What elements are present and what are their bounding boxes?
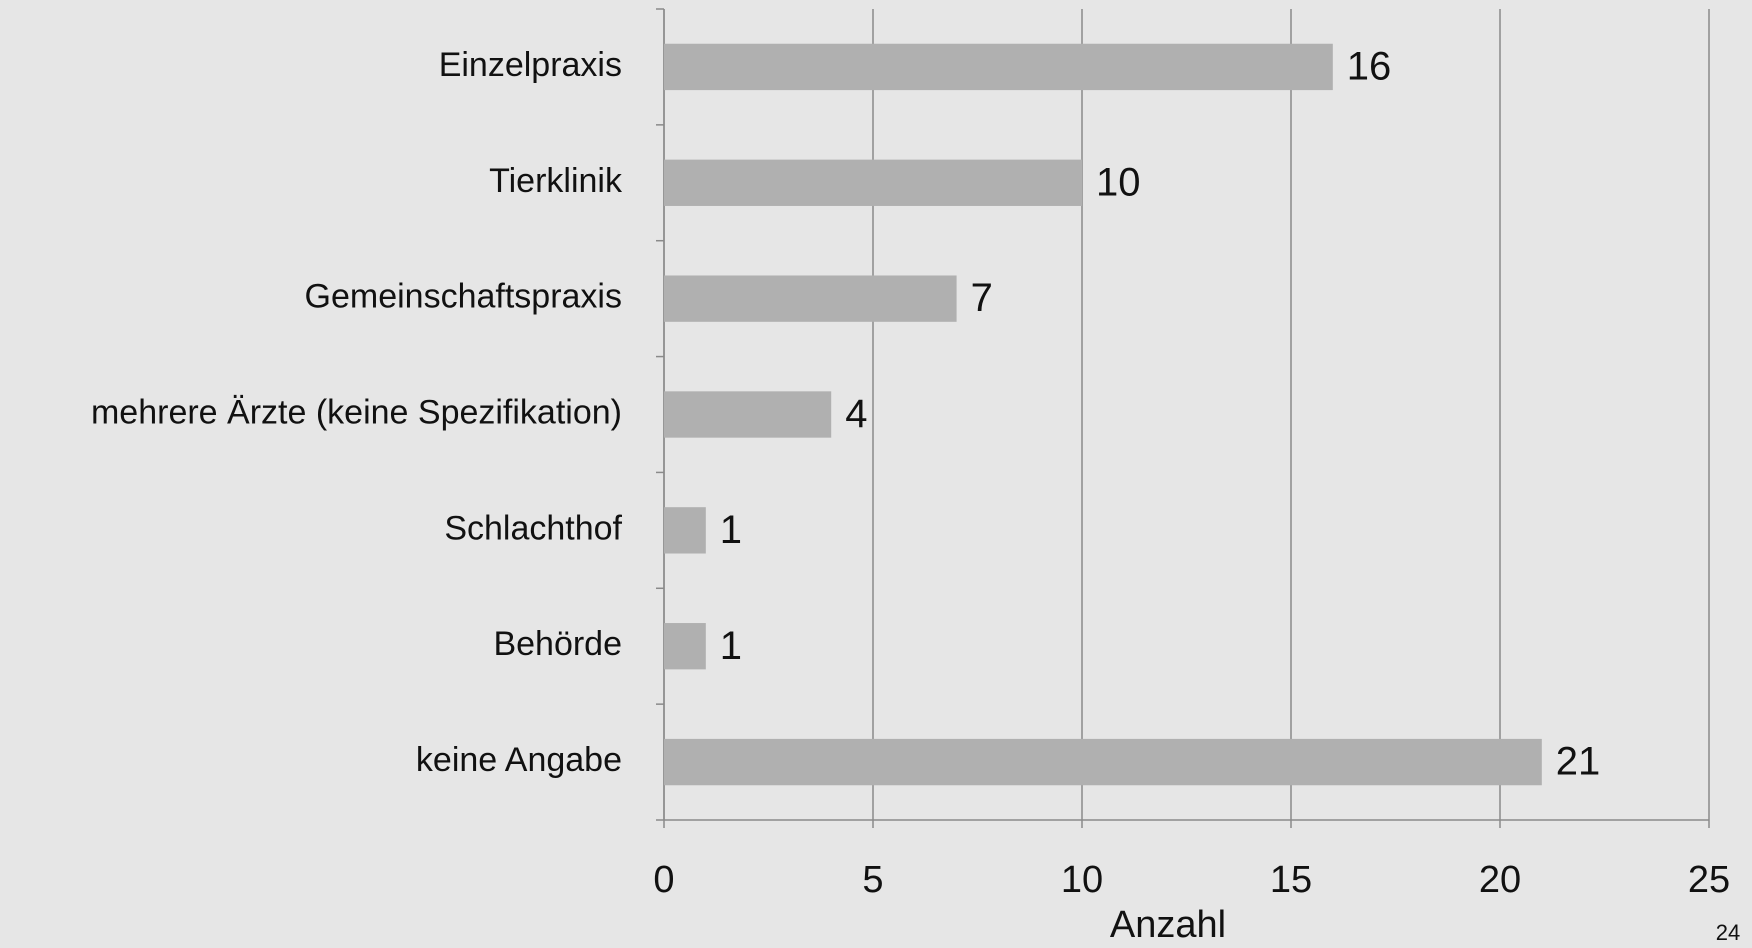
bar bbox=[664, 391, 832, 438]
data-label: 7 bbox=[971, 276, 993, 320]
data-label: 1 bbox=[720, 508, 742, 552]
data-label: 21 bbox=[1556, 740, 1601, 784]
y-tick-label: Gemeinschaftspraxis bbox=[305, 278, 622, 316]
bar bbox=[664, 623, 706, 670]
data-label: 4 bbox=[845, 392, 867, 436]
x-tick-label: 5 bbox=[862, 859, 883, 901]
bar bbox=[664, 275, 957, 322]
x-tick-label: 15 bbox=[1270, 859, 1312, 901]
y-tick-label: keine Angabe bbox=[416, 741, 622, 779]
bar bbox=[664, 43, 1333, 91]
x-tick-label: 20 bbox=[1479, 859, 1521, 901]
x-tick-label: 25 bbox=[1688, 859, 1730, 901]
x-tick-label: 0 bbox=[653, 859, 674, 901]
y-tick-label: Einzelpraxis bbox=[439, 46, 622, 84]
y-tick-label: Behörde bbox=[493, 625, 622, 663]
bar bbox=[664, 507, 706, 554]
x-tick-label: 10 bbox=[1061, 859, 1103, 901]
data-label: 10 bbox=[1096, 160, 1141, 204]
bar bbox=[664, 738, 1542, 786]
data-label: 1 bbox=[720, 624, 742, 668]
bar bbox=[664, 159, 1082, 206]
page-number: 24 bbox=[1716, 920, 1740, 945]
y-tick-label: Schlachthof bbox=[444, 509, 622, 547]
data-label: 16 bbox=[1347, 44, 1392, 88]
y-tick-label: Tierklinik bbox=[489, 162, 623, 200]
y-tick-label: mehrere Ärzte (keine Spezifikation) bbox=[91, 393, 622, 431]
x-axis-label: Anzahl bbox=[1110, 904, 1226, 946]
